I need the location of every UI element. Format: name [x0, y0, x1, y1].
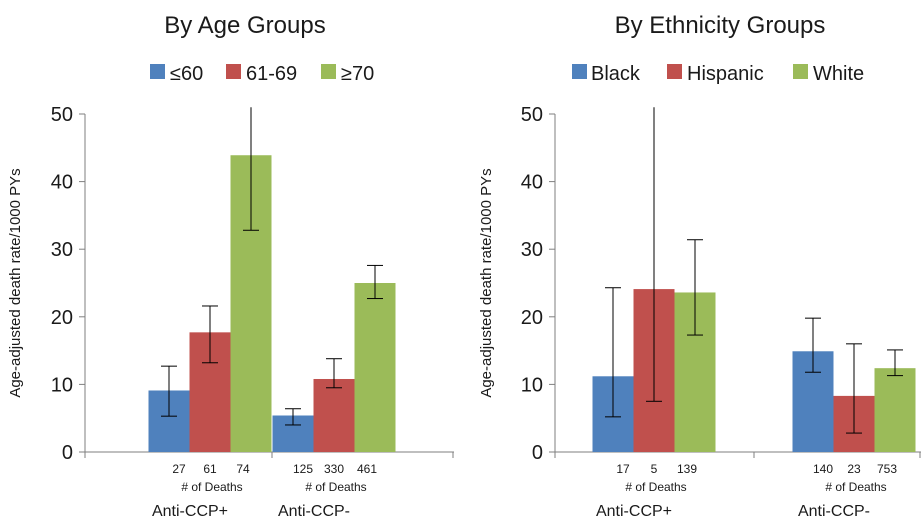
legend-label-1: Black: [591, 63, 641, 85]
legend-swatch-2: [667, 64, 682, 79]
deaths-count-3-2: 461: [357, 462, 377, 476]
legend-swatch-3: [321, 64, 336, 79]
deaths-label: # of Deaths: [825, 480, 886, 494]
deaths-count-1-1: 17: [616, 462, 630, 476]
y-tick-label: 0: [62, 442, 73, 464]
y-tick-label: 30: [521, 239, 543, 261]
chart-title: By Ethnicity Groups: [615, 12, 826, 39]
deaths-count-2-2: 23: [847, 462, 861, 476]
legend-swatch-2: [226, 64, 241, 79]
deaths-count-1-2: 125: [293, 462, 313, 476]
legend-swatch-1: [150, 64, 165, 79]
y-tick-label: 0: [532, 442, 543, 464]
bar-3-2: [354, 283, 396, 452]
chart-title: By Age Groups: [164, 12, 325, 39]
deaths-count-2-2: 330: [324, 462, 344, 476]
deaths-count-2-1: 5: [651, 462, 658, 476]
y-tick-label: 10: [51, 374, 73, 396]
y-tick-label: 50: [51, 104, 73, 126]
y-tick-label: 30: [51, 239, 73, 261]
category-label-1: Anti-CCP+: [152, 503, 228, 520]
deaths-count-1-1: 27: [172, 462, 186, 476]
deaths-count-1-2: 140: [813, 462, 833, 476]
y-tick-label: 40: [521, 172, 543, 194]
y-axis-label: Age-adjusted death rate/1000 PYs: [7, 168, 24, 397]
legend-label-2: Hispanic: [687, 63, 764, 85]
y-tick-label: 20: [521, 307, 543, 329]
bar-2-2: [313, 378, 355, 452]
y-tick-label: 20: [51, 307, 73, 329]
y-tick-label: 50: [521, 104, 543, 126]
deaths-count-2-1: 61: [203, 462, 217, 476]
legend-label-1: ≤60: [170, 63, 203, 85]
legend-swatch-3: [793, 64, 808, 79]
deaths-label: # of Deaths: [181, 480, 242, 494]
legend-label-3: White: [813, 63, 864, 85]
deaths-count-3-1: 74: [236, 462, 250, 476]
y-tick-label: 10: [521, 374, 543, 396]
deaths-label: # of Deaths: [305, 480, 366, 494]
deaths-label: # of Deaths: [625, 480, 686, 494]
deaths-count-3-2: 753: [877, 462, 897, 476]
deaths-count-3-1: 139: [677, 462, 697, 476]
legend-label-3: ≥70: [341, 63, 374, 85]
y-tick-label: 40: [51, 172, 73, 194]
legend-label-2: 61-69: [246, 63, 297, 85]
category-label-1: Anti-CCP+: [596, 503, 672, 520]
chart-panel-1: By Age Groups ≤60 61-69 ≥70 Age-adjusted dea…: [7, 12, 454, 520]
bar-3-2: [874, 368, 916, 452]
category-label-2: Anti-CCP-: [798, 503, 870, 520]
legend-swatch-1: [572, 64, 587, 79]
chart-panel-2: By Ethnicity Groups Black Hispanic White Age…: [478, 12, 921, 520]
y-axis-label: Age-adjusted death rate/1000 PYs: [478, 168, 495, 397]
category-label-2: Anti-CCP-: [278, 503, 350, 520]
